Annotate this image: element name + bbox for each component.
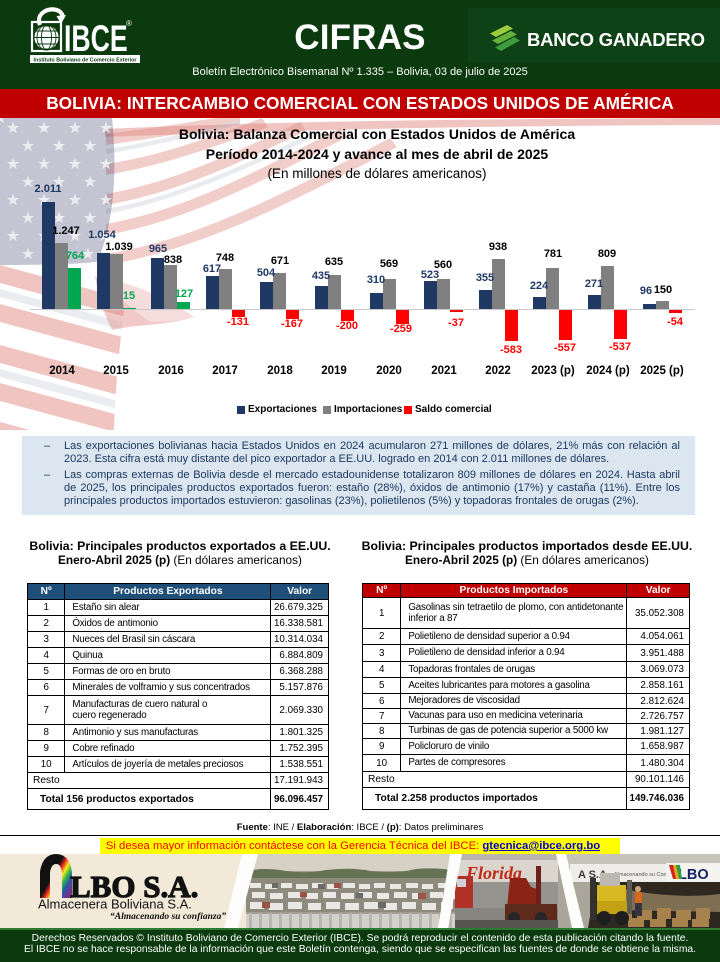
svg-text:BANCO GANADERO: BANCO GANADERO: [527, 29, 705, 50]
svg-text:Almacenando su Confianza: Almacenando su Confianza: [614, 872, 682, 878]
svg-text:Instituto Boliviano de Comerci: Instituto Boliviano de Comercio Exterior: [33, 58, 137, 64]
svg-text:“Almacenando su confianza”: “Almacenando su confianza”: [110, 911, 226, 922]
svg-text:IBCE: IBCE: [64, 18, 128, 59]
svg-text:LBO: LBO: [678, 867, 709, 883]
svg-text:®: ®: [126, 19, 132, 28]
svg-text:Florida: Florida: [465, 863, 522, 883]
svg-text:LBO S.A.: LBO S.A.: [70, 869, 198, 904]
svg-text:Almacenera Boliviana S.A.: Almacenera Boliviana S.A.: [38, 897, 192, 912]
